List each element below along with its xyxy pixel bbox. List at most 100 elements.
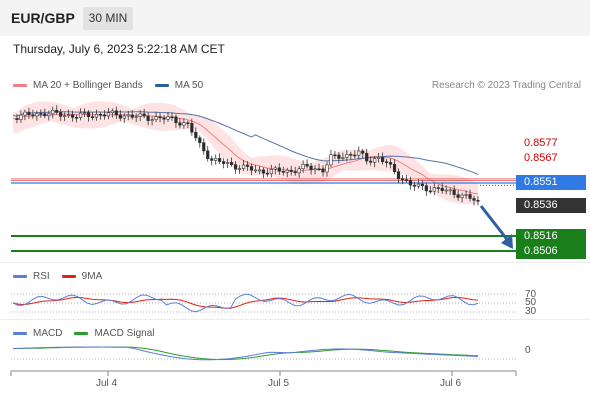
research-credit: Research © 2023 Trading Central xyxy=(431,80,581,91)
candle-body xyxy=(138,113,142,117)
candle-body xyxy=(408,179,413,186)
candle-body xyxy=(90,116,95,118)
legend-macd-signal: MACD Signal xyxy=(74,328,154,339)
candle-body xyxy=(400,178,405,181)
chart-datetime: Thursday, July 6, 2023 5:22:18 AM CET xyxy=(13,42,225,56)
candle-body xyxy=(365,152,369,162)
panel-divider xyxy=(0,262,590,263)
rsi-swatch xyxy=(13,275,27,278)
candle-body xyxy=(122,115,126,119)
candle-body xyxy=(178,122,182,126)
candle-body xyxy=(19,114,23,120)
candle-body xyxy=(222,161,226,164)
candle-body xyxy=(27,111,31,116)
candle-body xyxy=(476,200,480,202)
candle-body xyxy=(416,183,420,187)
candle-body xyxy=(245,164,250,167)
last-price-tag: 0.8536 xyxy=(516,198,586,213)
legend-macd: MACD xyxy=(13,328,62,339)
candle-body xyxy=(55,109,59,113)
candle-body xyxy=(432,187,436,192)
candle-body xyxy=(35,113,39,117)
candle-body xyxy=(388,162,393,165)
candle-body xyxy=(353,154,357,157)
symbol-title: EUR/GBP xyxy=(11,10,75,26)
candle-body xyxy=(377,156,381,159)
x-label-jul4: Jul 4 xyxy=(96,378,118,389)
ma50-swatch xyxy=(154,84,169,87)
candle-body xyxy=(71,114,75,118)
candle-body xyxy=(321,168,325,173)
legend-ma50: MA 50 xyxy=(154,80,204,91)
forecast-arrow-shaft xyxy=(479,205,511,243)
rsi-chart xyxy=(11,293,516,313)
candle-body xyxy=(309,165,313,171)
legend-ma20-bollinger: MA 20 + Bollinger Bands xyxy=(13,80,143,91)
candle-body xyxy=(269,169,273,175)
candle-body xyxy=(214,158,218,161)
rsi-9ma-line xyxy=(12,296,479,309)
candle-body xyxy=(261,169,265,174)
candle-body xyxy=(329,154,333,166)
support-1-tag: 0.8516 xyxy=(516,229,586,244)
panel-divider-2 xyxy=(0,319,590,320)
candle-body xyxy=(166,116,170,120)
ma50-line xyxy=(12,111,479,175)
candle-body xyxy=(297,168,301,174)
candle-body xyxy=(170,116,174,119)
candle-body xyxy=(202,142,206,152)
candle-body xyxy=(253,169,258,172)
candle-body xyxy=(281,171,285,173)
candle-body xyxy=(369,160,373,163)
x-label-jul5: Jul 5 xyxy=(268,378,290,389)
candle-body xyxy=(186,122,190,124)
candle-body xyxy=(150,119,154,121)
resistance-2-label: 0.8577 xyxy=(524,137,558,149)
legend-ma50-label: MA 50 xyxy=(174,80,204,91)
candle-body xyxy=(102,114,107,117)
candle-body xyxy=(94,113,99,118)
legend-ma20-label: MA 20 + Bollinger Bands xyxy=(33,80,143,91)
x-label-jul6: Jul 6 xyxy=(440,378,462,389)
candle-body xyxy=(341,157,345,159)
candle-body xyxy=(86,112,91,117)
price-chart xyxy=(11,101,516,252)
rsi-level-70: 70 xyxy=(525,289,537,300)
candle-body xyxy=(249,166,254,171)
candle-body xyxy=(313,168,317,171)
candle-body xyxy=(337,154,341,159)
candle-body xyxy=(412,184,417,187)
legend-rsi: RSI xyxy=(13,271,50,282)
candle-body xyxy=(63,115,67,117)
candle-body xyxy=(162,117,166,120)
support-2-tag: 0.8506 xyxy=(516,244,586,259)
candle-body xyxy=(43,113,47,117)
candle-body xyxy=(460,194,464,198)
ma20-swatch xyxy=(13,84,27,87)
candle-body xyxy=(277,167,281,172)
candle-body xyxy=(198,137,202,143)
candle-body xyxy=(456,194,460,198)
rsi-legend: RSI 9MA xyxy=(13,271,114,282)
main-legend: MA 20 + Bollinger Bands MA 50 xyxy=(13,80,215,91)
candle-body xyxy=(237,168,242,170)
candle-body xyxy=(206,150,210,159)
candle-body xyxy=(154,116,158,120)
rsi-line xyxy=(12,293,479,313)
candle-body xyxy=(472,198,476,201)
candle-body xyxy=(146,115,150,121)
candle-body xyxy=(210,158,214,161)
timeframe-button[interactable]: 30 MIN xyxy=(83,7,133,30)
candle-body xyxy=(345,153,349,158)
candle-body xyxy=(241,164,246,169)
candle-body xyxy=(361,150,365,154)
legend-rsi-9ma: 9MA xyxy=(61,271,103,282)
candle-body xyxy=(464,194,468,196)
candle-body xyxy=(285,169,289,173)
ma20-line xyxy=(12,113,479,195)
macd-zero-label: 0 xyxy=(525,345,531,356)
candle-body xyxy=(194,131,198,139)
rsi-9ma-swatch xyxy=(61,275,76,278)
candle-body xyxy=(59,112,63,117)
legend-9ma-label: 9MA xyxy=(81,271,103,282)
